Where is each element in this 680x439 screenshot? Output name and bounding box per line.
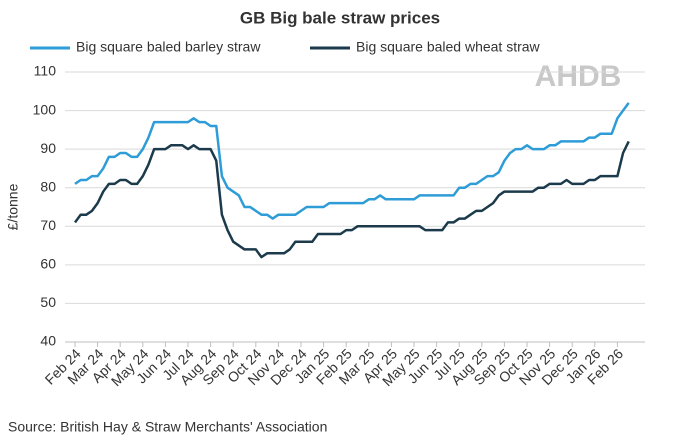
y-tick-label: 110 [34,63,57,79]
logo: AHDB [535,60,622,93]
y-axis-label: £/tonne [5,183,21,230]
legend-label: Big square baled barley straw [76,39,261,55]
y-tick-label: 70 [40,217,56,233]
source: Source: British Hay & Straw Merchants' A… [8,419,327,435]
data-line [74,102,630,220]
y-tick-label: 100 [33,101,57,117]
legend-label: Big square baled wheat straw [356,39,541,55]
y-tick-label: 80 [40,178,56,194]
data-line [73,140,630,259]
y-tick-label: 40 [40,333,56,349]
y-tick-label: 60 [40,256,56,272]
chart-title: GB Big bale straw prices [240,8,440,27]
y-tick-label: 90 [40,140,56,156]
y-tick-label: 50 [40,294,56,310]
